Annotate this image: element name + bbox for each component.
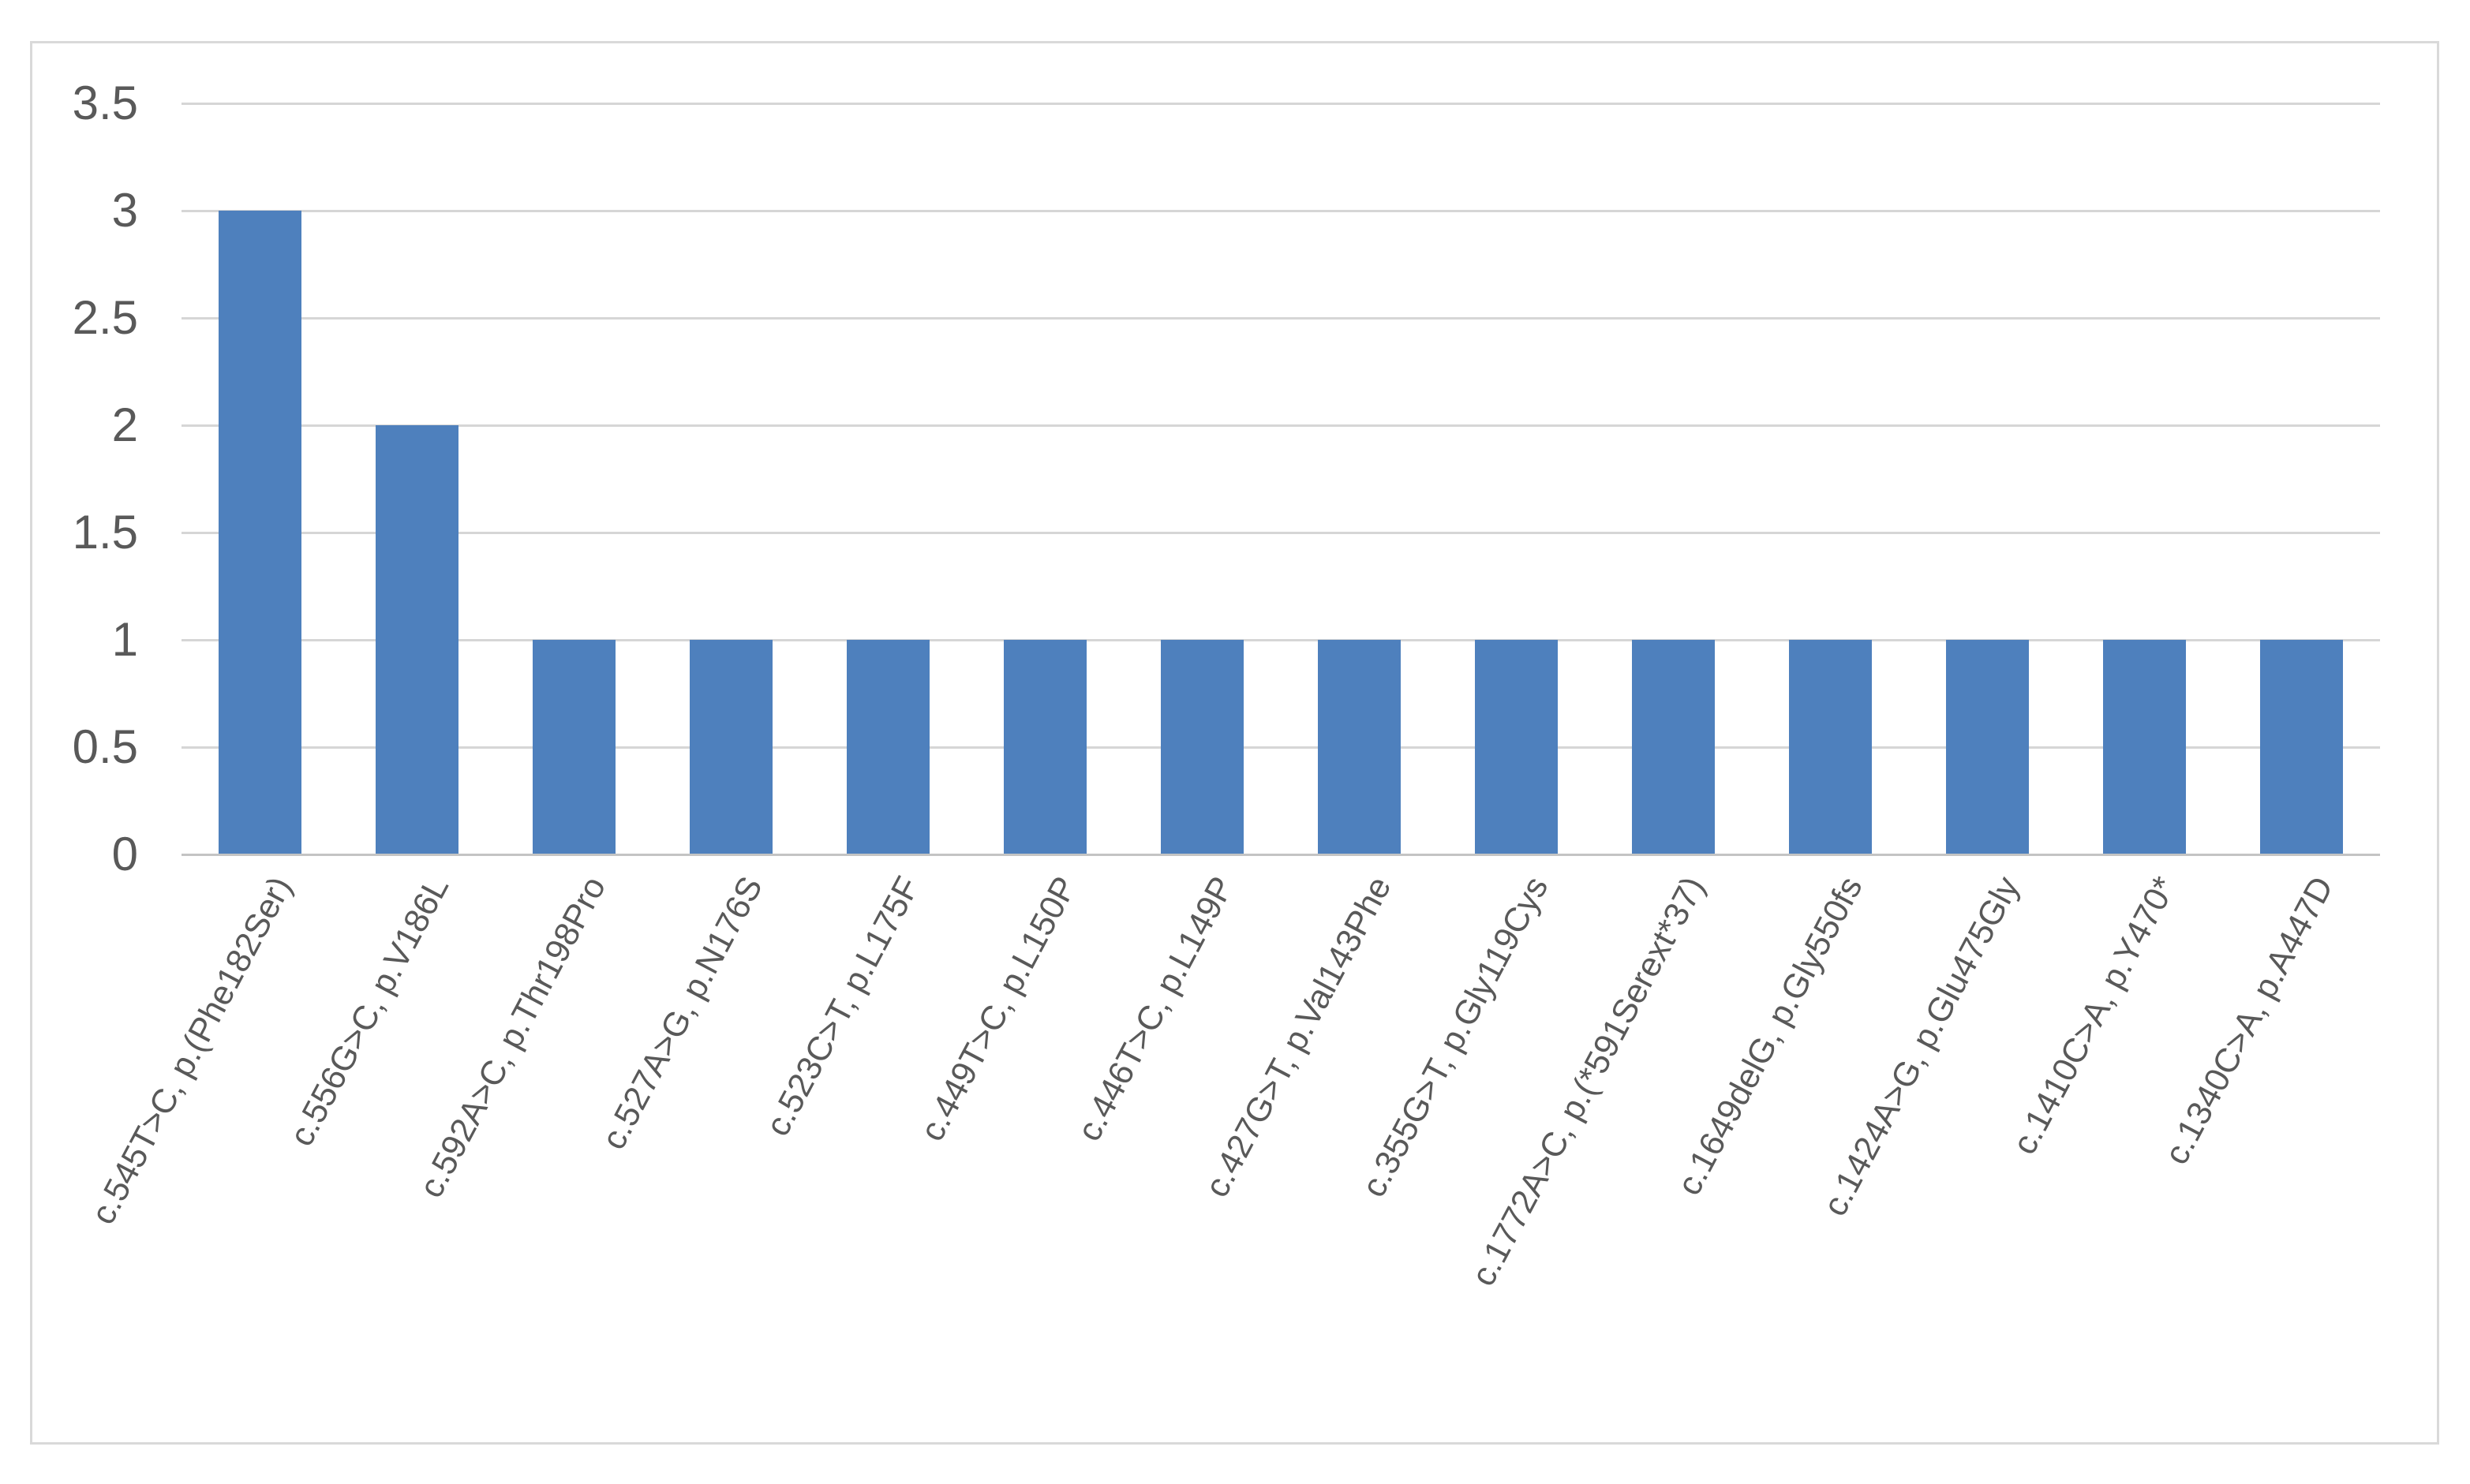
gridline xyxy=(182,317,2380,320)
y-tick-label: 0 xyxy=(111,828,138,880)
y-tick-label: 2.5 xyxy=(72,291,138,344)
y-tick-label: 1.5 xyxy=(72,506,138,559)
bar xyxy=(376,425,458,854)
x-tick-label: c.446T>C, p.L149P xyxy=(1070,870,1242,1148)
bar xyxy=(533,640,616,854)
x-tick-label: c.427G>T, p.Val143Phe xyxy=(1197,870,1399,1204)
bar xyxy=(1789,640,1872,854)
x-tick-label: c.355G>T, p.Gly119Cys xyxy=(1354,870,1556,1204)
y-tick-label: 1 xyxy=(111,613,138,666)
gridline xyxy=(182,639,2380,641)
y-tick-label: 3.5 xyxy=(72,77,138,129)
x-tick-label: c.1340C>A, p.A447D xyxy=(2157,870,2341,1171)
x-tick-label: c.556G>C, p.V186L xyxy=(282,870,457,1153)
bar xyxy=(1946,640,2029,854)
x-tick-label: c.545T>C, p.(Phe182Ser) xyxy=(84,870,300,1231)
bar xyxy=(1004,640,1087,854)
bar xyxy=(1632,640,1715,854)
y-tick-label: 2 xyxy=(111,398,138,451)
bar xyxy=(2103,640,2186,854)
y-tick-label: 3 xyxy=(111,184,138,237)
y-tick-label: 0.5 xyxy=(72,720,138,773)
gridline xyxy=(182,103,2380,105)
x-tick-label: c.1410C>A, p.Y470* xyxy=(2005,870,2184,1161)
gridline xyxy=(182,746,2380,749)
bar xyxy=(1318,640,1401,854)
bar xyxy=(690,640,773,854)
bar xyxy=(219,211,301,854)
x-tick-label: c.449T>C, p.L150P xyxy=(913,870,1085,1148)
bar xyxy=(1475,640,1558,854)
chart-frame: 0 0.5 1 1.5 2 2.5 3 3.5 c.545T>C, p.(Phe182Ser) c… xyxy=(30,41,2439,1445)
gridline xyxy=(182,424,2380,427)
x-tick-label: c.527A>G, p.N176S xyxy=(594,870,771,1156)
bar xyxy=(1161,640,1244,854)
x-tick-label: c.1649delG, p.Gly550fs xyxy=(1669,870,1870,1202)
x-tick-label: c.592A>C, p.Thr198Pro xyxy=(412,870,614,1204)
bar xyxy=(2260,640,2343,854)
x-tick-label: c.523C>T, p.L175F xyxy=(758,870,928,1142)
bar xyxy=(847,640,930,854)
gridline xyxy=(182,210,2380,212)
x-axis-line xyxy=(182,854,2380,856)
gridline xyxy=(182,532,2380,534)
